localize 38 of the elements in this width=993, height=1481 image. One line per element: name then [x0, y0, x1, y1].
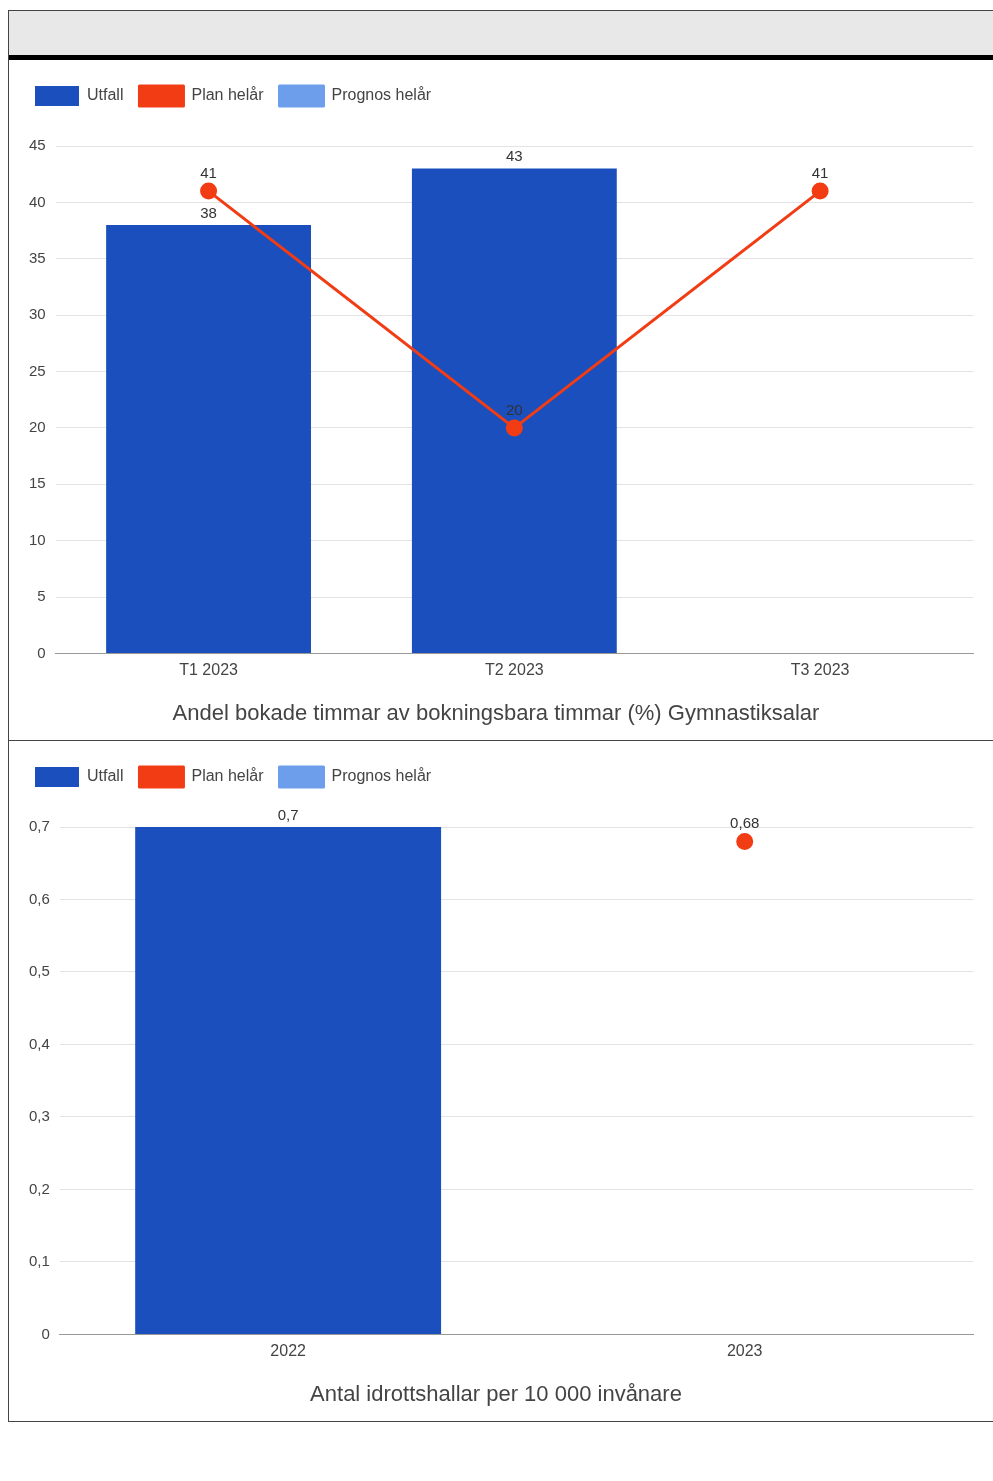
legend-label: Plan helår	[191, 767, 265, 785]
data-label: 20	[506, 400, 523, 418]
data-label: 41	[200, 163, 217, 181]
y-tick-label: 20	[29, 418, 46, 436]
y-tick-label: 25	[29, 361, 46, 379]
y-tick-label: 0,2	[28, 1179, 50, 1197]
x-tick-label: 2022	[270, 1342, 307, 1360]
y-tick-label: 30	[29, 305, 46, 323]
y-tick-label: 5	[37, 587, 46, 605]
legend-label: Prognos helår	[331, 86, 432, 104]
x-tick-label: 2023	[726, 1342, 763, 1360]
text: Andel bokade timmar av bokningsbara timmar (%) Gymnastiksalar	[172, 699, 820, 725]
y-tick-label: 0,1	[28, 1252, 50, 1270]
x-tick-label: T2 2023	[484, 661, 544, 679]
y-tick-label: 0,3	[28, 1107, 50, 1125]
legend-label: Utfall	[87, 86, 124, 104]
data-label: 38	[200, 203, 217, 221]
y-tick-label: 15	[29, 474, 46, 492]
y-tick-label: 0,5	[28, 962, 50, 980]
y-tick-label: 45	[29, 136, 46, 154]
legend-label: Utfall	[87, 767, 124, 785]
y-tick-label: 35	[29, 248, 46, 266]
text: Antal idrottshallar per 10 000 invånare	[310, 1380, 682, 1406]
x-tick-label: T3 2023	[790, 661, 850, 679]
y-tick-label: 0	[37, 643, 46, 661]
y-tick-label: 0,4	[28, 1034, 50, 1052]
y-tick-label: 0,6	[28, 889, 50, 907]
y-tick-label: 40	[29, 192, 46, 210]
data-label: 43	[506, 147, 523, 165]
x-tick-label: T1 2023	[179, 661, 239, 679]
legend-label: Prognos helår	[331, 767, 432, 785]
y-tick-label: 0	[41, 1324, 50, 1342]
data-label: 0,7	[277, 805, 299, 823]
y-tick-label: 10	[29, 530, 46, 548]
y-tick-label: 0,7	[28, 817, 50, 835]
data-label: 0,68	[730, 814, 760, 832]
legend-label: Plan helår	[191, 86, 265, 104]
data-label: 41	[811, 163, 829, 181]
